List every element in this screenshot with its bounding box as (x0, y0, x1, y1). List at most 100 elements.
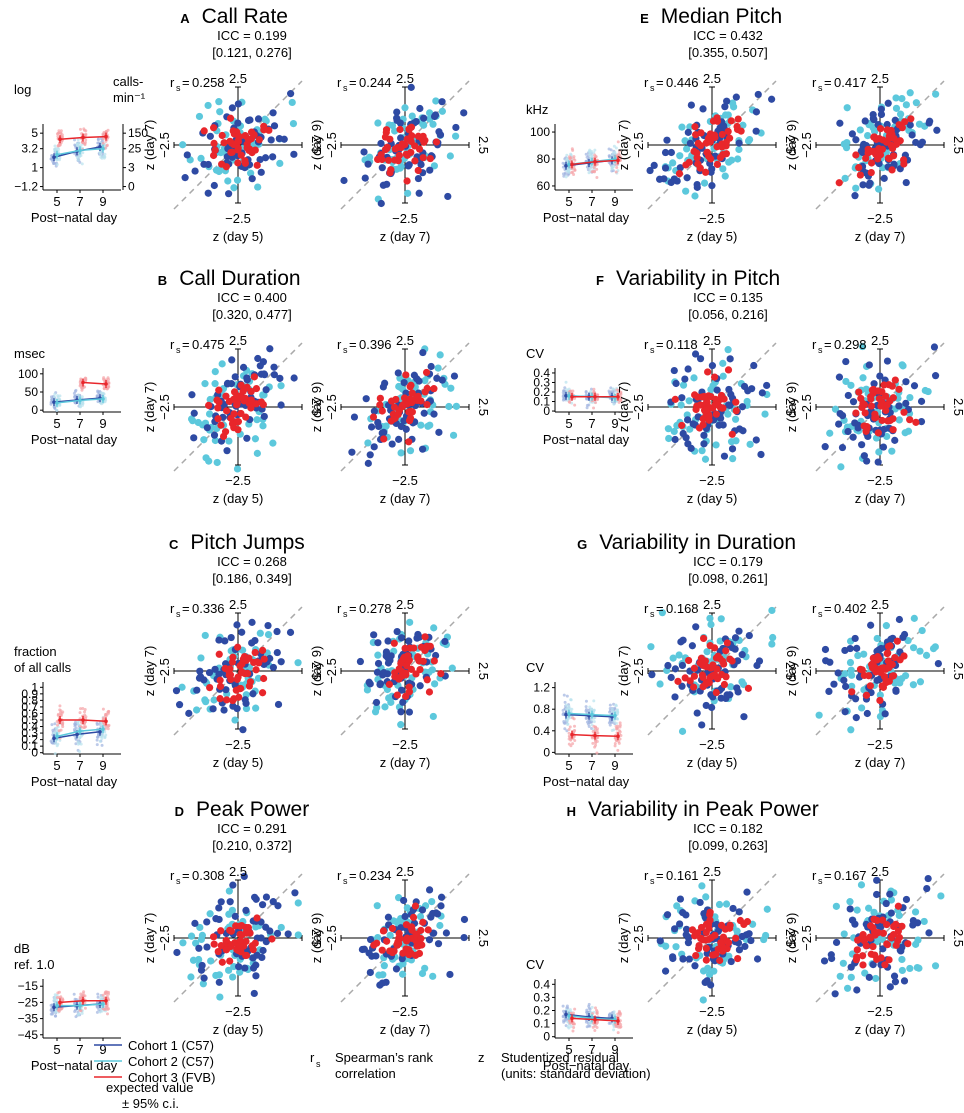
cohort1-point (420, 114, 428, 122)
cohort1-point (226, 898, 234, 906)
cohort3-point (867, 159, 876, 167)
cohort1-point (867, 621, 875, 629)
cohort2-point (846, 658, 855, 667)
y-unit-label: CV (526, 660, 544, 675)
cohort3-point (875, 145, 883, 153)
cohort3-point (253, 161, 261, 169)
raw-point (79, 992, 83, 996)
cohort2-point (704, 964, 712, 972)
cohort2-point (424, 422, 432, 430)
cohort3-point (215, 386, 223, 394)
cohort1-point (683, 174, 691, 182)
cohort2-point (722, 900, 731, 908)
cohort3-point (732, 934, 740, 942)
raw-point (565, 157, 569, 161)
rs-subscript: s (343, 609, 348, 619)
cohort1-point (404, 162, 412, 170)
cohort1-point (870, 380, 878, 388)
cohort3-point (247, 396, 255, 404)
cohort1-point (364, 160, 372, 168)
cohort3-point (229, 696, 237, 705)
rs-value: 0.402 (834, 601, 867, 616)
cohort2-point (837, 463, 845, 471)
cohort2-point (211, 368, 219, 376)
cohort1-point (418, 906, 427, 914)
cohort3-point (724, 127, 732, 136)
y-tick-label: 0.3 (533, 990, 550, 1004)
raw-point (568, 725, 572, 729)
raw-point (573, 724, 577, 728)
cohort1-point (727, 957, 735, 966)
cohort3-point (205, 401, 213, 410)
cohort1-point (400, 896, 408, 905)
cohort1-point (865, 181, 873, 189)
cohort1-point (190, 409, 198, 417)
cohort3-point (255, 659, 263, 667)
cohort1-point (701, 978, 709, 986)
x-tick-label: 7 (76, 758, 83, 773)
cohort1-point (370, 443, 378, 451)
cohort2-point (206, 910, 214, 918)
rs-symbol: r (812, 601, 817, 616)
cohort1-point (849, 398, 858, 406)
y-tick-label: −1.2 (14, 180, 38, 194)
raw-point (79, 377, 83, 381)
raw-point (612, 402, 616, 406)
rs-symbol: r (170, 601, 175, 616)
cohort2-point (452, 132, 460, 140)
raw-point (55, 408, 59, 412)
icc-value: ICC = 0.199 (217, 28, 287, 43)
cohort2-point (294, 931, 302, 939)
cohort3-point (245, 146, 253, 155)
x-tick-label: 5 (565, 758, 572, 773)
x-tick-label: 7 (76, 416, 83, 431)
cohort1-point (372, 698, 381, 707)
raw-point (56, 712, 60, 716)
cohort2-point (898, 94, 906, 103)
cohort2-point (719, 359, 727, 367)
cohort1-point (648, 671, 656, 679)
cohort2-point (217, 149, 225, 157)
x-tick-label: 7 (588, 194, 595, 209)
raw-point (102, 392, 106, 396)
cohort1-point (433, 910, 442, 918)
cohort1-point (836, 119, 844, 127)
cohort1-point (200, 974, 208, 982)
rs-symbol: r (644, 601, 649, 616)
cohort3-mean-point (81, 998, 85, 1003)
cohort2-point (873, 634, 881, 643)
cohort3-point (891, 376, 899, 384)
cohort2-point (200, 436, 208, 444)
raw-point (618, 149, 622, 153)
cohort1-point (684, 128, 692, 136)
cohort3-point (709, 661, 717, 669)
cohort3-point (674, 677, 682, 685)
raw-point (561, 1004, 565, 1008)
cohort2-point (895, 416, 903, 424)
raw-point (83, 720, 87, 724)
rs-equals: = (349, 75, 357, 90)
cohort3-point (209, 124, 218, 132)
cohort3-point (702, 956, 710, 964)
cohort2-point (670, 427, 678, 436)
raw-point (590, 170, 594, 174)
cohort2-point (906, 393, 914, 402)
cohort2-point (888, 447, 896, 455)
cohort1-point (210, 181, 218, 190)
raw-point (594, 743, 598, 747)
y-tick-label: 0.4 (21, 720, 38, 734)
cohort1-point (185, 709, 193, 717)
raw-point (589, 387, 593, 391)
raw-point (587, 171, 591, 175)
y-unit-label: CV (526, 346, 544, 361)
cohort3-point (862, 691, 871, 699)
cohort1-point (902, 178, 910, 187)
raw-point (595, 751, 599, 755)
cohort2-point (686, 425, 694, 433)
raw-point (100, 1009, 104, 1013)
cohort2-point (179, 939, 187, 947)
panel-title: Median Pitch (661, 5, 782, 28)
cohort2-point (904, 636, 912, 645)
x-tick-left: −2.5 (324, 394, 339, 420)
cohort1-point (239, 726, 247, 734)
